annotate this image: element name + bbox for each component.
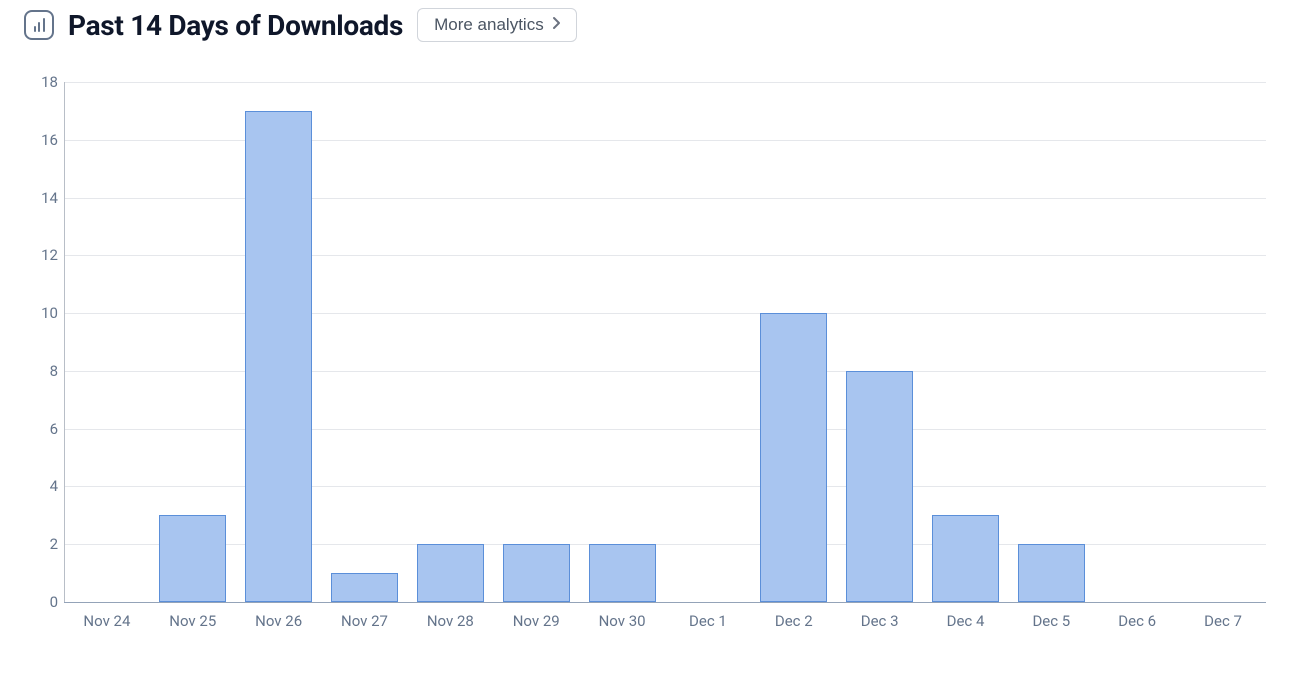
chart-ytick: 14	[24, 189, 58, 207]
chart-ytick: 16	[24, 131, 58, 149]
chart-header: Past 14 Days of Downloads More analytics	[0, 0, 1290, 48]
chart-ytick: 2	[24, 535, 58, 553]
chart-bar[interactable]	[503, 544, 570, 602]
chart-xtick: Nov 24	[83, 612, 130, 630]
chart-ytick: 4	[24, 477, 58, 495]
chart-xtick: Dec 1	[689, 612, 727, 630]
chart-bar[interactable]	[589, 544, 656, 602]
chart-gridline	[64, 82, 1266, 83]
chart-plot-area	[64, 82, 1266, 602]
more-analytics-button[interactable]: More analytics	[417, 8, 577, 42]
chart-ytick: 0	[24, 593, 58, 611]
chart-bar[interactable]	[331, 573, 398, 602]
chart-xtick: Dec 5	[1032, 612, 1070, 630]
chart-bar[interactable]	[846, 371, 913, 602]
chart-xtick: Nov 30	[599, 612, 646, 630]
chevron-right-icon	[552, 15, 562, 35]
chart-bar[interactable]	[1018, 544, 1085, 602]
chart-xtick: Dec 2	[775, 612, 813, 630]
chart-ytick: 18	[24, 73, 58, 91]
chart-xtick: Nov 27	[341, 612, 388, 630]
chart-xtick: Nov 29	[513, 612, 560, 630]
chart-ytick: 10	[24, 304, 58, 322]
chart-ytick: 12	[24, 246, 58, 264]
chart-xtick: Dec 3	[861, 612, 899, 630]
chart-xtick: Nov 25	[169, 612, 216, 630]
chart-xtick: Dec 6	[1118, 612, 1156, 630]
chart-xtick: Nov 26	[255, 612, 302, 630]
chart-ytick: 6	[24, 420, 58, 438]
chart-x-axis: Nov 24 Nov 25 Nov 26 Nov 27 Nov 28 Nov 29 Nov …	[64, 602, 1266, 642]
chart-ytick: 8	[24, 362, 58, 380]
bar-chart-icon	[24, 10, 54, 40]
chart-bar[interactable]	[159, 515, 226, 602]
chart-bar[interactable]	[932, 515, 999, 602]
chart-bar[interactable]	[760, 313, 827, 602]
chart-bar[interactable]	[417, 544, 484, 602]
chart-xtick: Dec 7	[1204, 612, 1242, 630]
chart-xtick: Nov 28	[427, 612, 474, 630]
chart-xtick: Dec 4	[947, 612, 985, 630]
chart-title: Past 14 Days of Downloads	[68, 9, 403, 42]
chart-y-axis-line	[64, 82, 65, 602]
downloads-chart: Nov 24 Nov 25 Nov 26 Nov 27 Nov 28 Nov 29 Nov …	[24, 82, 1266, 642]
chart-bar[interactable]	[245, 111, 312, 602]
more-analytics-label: More analytics	[434, 15, 544, 35]
